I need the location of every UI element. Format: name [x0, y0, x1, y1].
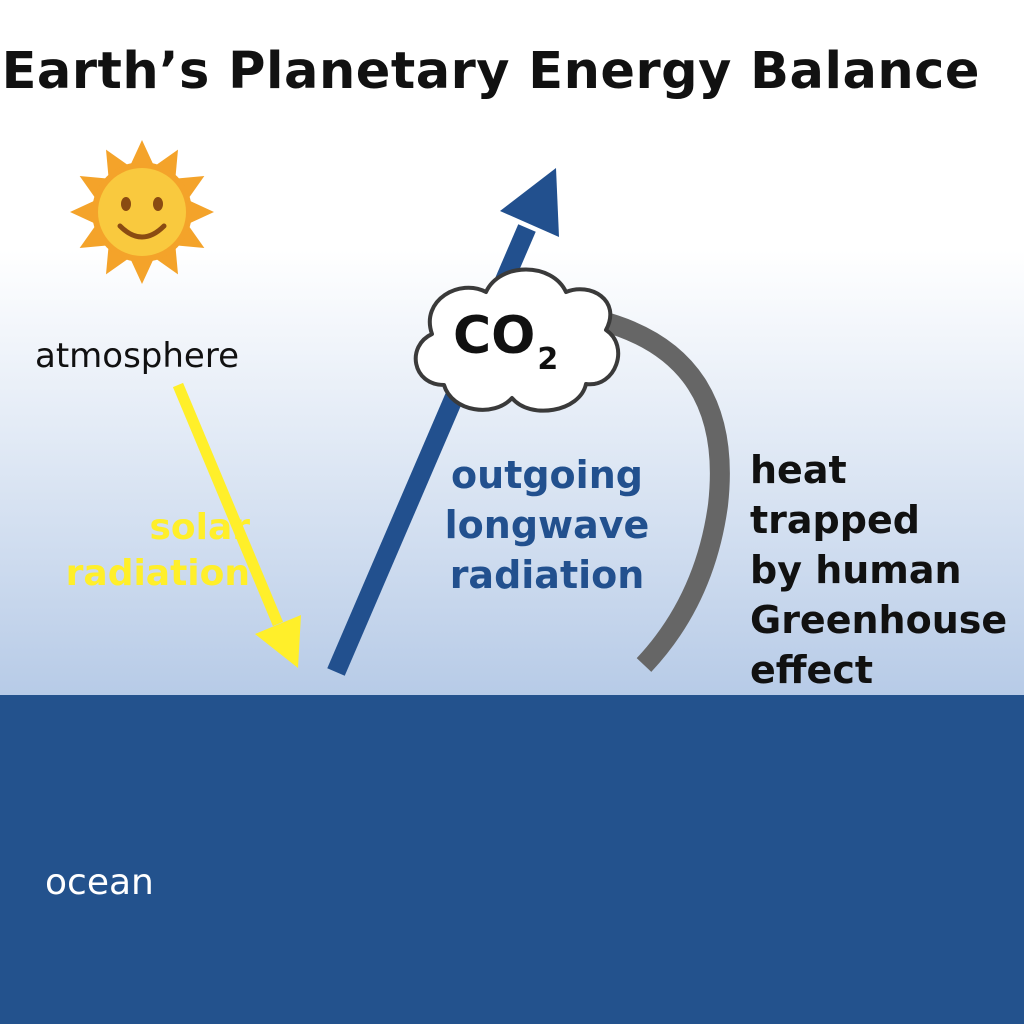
heat-trapped-label: heat trapped by human Greenhouse effect — [750, 445, 1020, 695]
ocean-label: ocean — [45, 862, 154, 903]
page-title: Earth’s Planetary Energy Balance — [1, 42, 980, 101]
outgoing-label-line-2: longwave — [444, 503, 650, 547]
sun-icon — [70, 140, 214, 284]
trapped-label-line-1: heat trapped — [750, 448, 920, 542]
co2-cloud-icon — [413, 267, 621, 413]
solar-radiation-label: solar radiation — [60, 505, 250, 597]
ocean-area — [0, 695, 1024, 1024]
solar-label-line-1: solar — [149, 507, 250, 548]
trapped-label-line-4: effect — [750, 648, 874, 692]
co2-main-text: CO — [453, 306, 536, 366]
solar-label-line-2: radiation — [65, 553, 250, 594]
solar-radiation-arrow — [172, 382, 301, 668]
outgoing-label-line-1: outgoing — [451, 453, 643, 497]
co2-subscript: 2 — [537, 342, 559, 377]
co2-label: CO2 — [453, 306, 558, 377]
atmosphere-label: atmosphere — [35, 336, 239, 376]
trapped-label-line-3: Greenhouse — [750, 598, 1008, 642]
outgoing-label-line-3: radiation — [449, 553, 645, 597]
outgoing-longwave-label: outgoing longwave radiation — [440, 450, 654, 600]
trapped-label-line-2: by human — [750, 548, 962, 592]
heat-trapped-arrow — [595, 310, 730, 672]
